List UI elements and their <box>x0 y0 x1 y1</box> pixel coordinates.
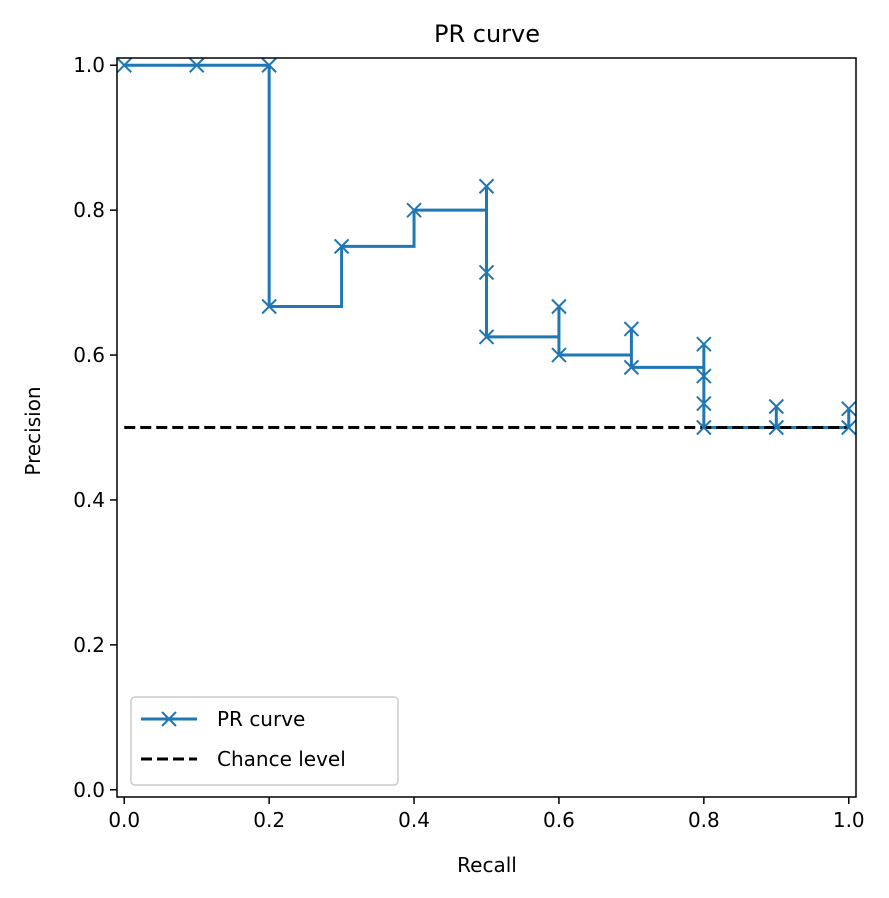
data-point-pr-curve <box>768 419 785 436</box>
x-tick-label: 0.6 <box>543 808 575 832</box>
data-point-pr-curve <box>551 347 567 363</box>
chart-title: PR curve <box>434 20 540 48</box>
x-tick-label: 0.8 <box>688 808 720 832</box>
data-point-pr-curve <box>623 359 640 376</box>
x-tick-label: 0.0 <box>108 808 140 832</box>
data-point-pr-curve <box>333 238 350 255</box>
x-tick-label: 0.4 <box>398 808 430 832</box>
axes: 0.0 0.2 0.4 0.6 0.8 1.0 0.0 0.2 0.4 0.6 0.8 1.0 <box>73 53 864 832</box>
data-point-pr-curve <box>551 298 567 315</box>
legend-label: Chance level <box>217 747 346 771</box>
data-point-pr-curve <box>696 336 712 352</box>
legend: PR curve Chance level <box>130 696 399 786</box>
data-point-pr-curve <box>696 395 712 412</box>
point-marker <box>551 347 567 363</box>
point-marker <box>841 400 857 417</box>
data-point-pr-curve <box>623 321 640 337</box>
plot-clip-group <box>124 63 851 429</box>
legend-box <box>130 696 399 786</box>
point-marker <box>768 419 785 436</box>
data-point-pr-curve <box>261 298 277 315</box>
data-point-pr-curve <box>478 178 495 194</box>
data-point-pr-curve <box>841 400 857 417</box>
legend-entry-chance-level: Chance level <box>141 747 346 771</box>
point-marker <box>406 202 422 218</box>
point-marker <box>768 398 785 415</box>
y-tick-label: 0.0 <box>73 778 105 802</box>
point-marker <box>261 57 277 73</box>
data-point-pr-curve <box>696 419 712 436</box>
y-tick-label: 0.2 <box>73 633 105 657</box>
point-marker <box>261 298 277 315</box>
point-marker <box>478 264 495 281</box>
point-marker <box>116 57 132 73</box>
x-axis-label: Recall <box>457 853 517 877</box>
series-line-pr-curve <box>124 63 851 429</box>
point-marker <box>623 359 640 376</box>
point-marker <box>478 329 495 345</box>
legend-label: PR curve <box>217 707 305 731</box>
point-marker <box>188 57 205 73</box>
data-point-pr-curve <box>841 419 857 436</box>
y-tick-label: 0.8 <box>73 198 105 222</box>
data-point-pr-curve <box>116 57 132 73</box>
y-tick-label: 1.0 <box>73 53 105 77</box>
x-tick-label: 0.2 <box>253 808 285 832</box>
data-point-pr-curve <box>478 264 495 281</box>
data-point-pr-curve <box>696 368 712 384</box>
point-marker <box>696 368 712 384</box>
point-marker <box>841 419 857 436</box>
y-tick-label: 0.4 <box>73 488 105 512</box>
legend-entry-pr-curve: PR curve <box>141 707 305 731</box>
data-point-pr-curve <box>406 202 422 218</box>
data-point-pr-curve <box>261 57 277 73</box>
axes-frame <box>116 57 857 798</box>
data-point-pr-curve <box>188 57 205 73</box>
point-marker <box>478 178 495 194</box>
legend-marker <box>161 711 177 727</box>
point-marker <box>696 336 712 352</box>
plot-area <box>116 57 857 436</box>
x-tick-label: 1.0 <box>833 808 865 832</box>
data-point-pr-curve <box>768 398 785 415</box>
data-point-pr-curve <box>478 329 495 345</box>
point-marker <box>333 238 350 255</box>
point-marker <box>696 419 712 436</box>
y-tick-label: 0.6 <box>73 343 105 367</box>
point-marker <box>623 321 640 337</box>
point-marker <box>551 298 567 315</box>
point-marker <box>696 395 712 412</box>
y-axis-label: Precision <box>21 386 45 475</box>
